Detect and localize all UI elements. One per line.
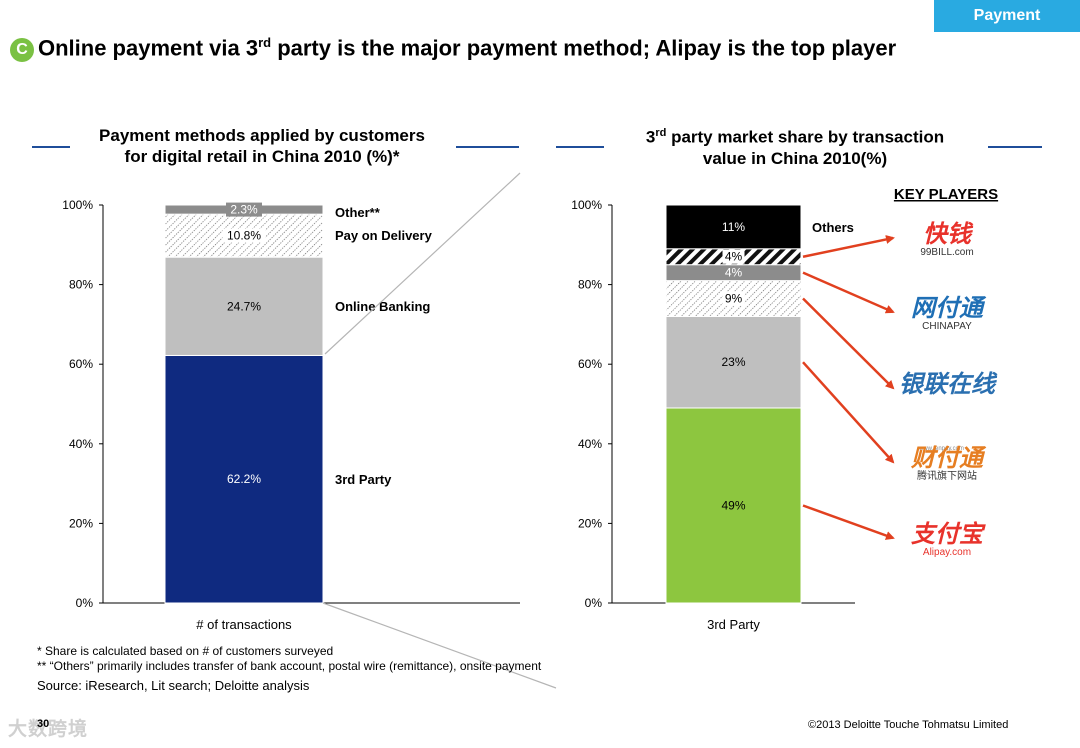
data-label: 4% (725, 266, 743, 280)
left-chart-title: Payment methods applied by customers for… (99, 126, 425, 166)
data-label: 62.2% (227, 472, 261, 486)
player-arrow (802, 361, 895, 464)
data-label: 10.8% (227, 229, 261, 243)
key-players-heading: KEY PLAYERS (894, 186, 998, 203)
right-title-rule-right (988, 146, 1042, 148)
y-tick-label: 100% (571, 198, 602, 212)
connector-line-top (324, 172, 521, 355)
logo-mark: 财付通 (910, 445, 987, 472)
data-label-bg (722, 265, 745, 280)
section-tag: Payment (934, 0, 1080, 32)
data-label: 9% (725, 292, 743, 306)
logo-subtext: Alipay.com (923, 547, 971, 558)
player-arrow (802, 235, 895, 258)
y-tick-label: 0% (76, 596, 94, 610)
source-note: Source: iResearch, Lit search; Deloitte … (37, 678, 310, 693)
right-chart-title: 3rd party market share by transaction va… (645, 127, 945, 168)
y-tick-label: 0% (585, 596, 603, 610)
footnote-2: ** “Others” primarily includes transfer … (37, 659, 542, 673)
data-label-bg (722, 249, 745, 264)
left-chart: 0% 20% 40% 60% 80% 100% 62.2% 3rd Party 24.7% Onl… (62, 172, 557, 689)
footnote-1: * Share is calculated based on # of cust… (37, 644, 334, 658)
y-tick-label: 20% (578, 516, 602, 530)
series-name: Online Banking (335, 299, 430, 314)
copyright: ©2013 Deloitte Touche Tohmatsu Limited (808, 719, 1009, 731)
logo-subtext: CHINAPAY (922, 321, 972, 332)
x-category-label: # of transactions (196, 617, 292, 632)
bar-segment (164, 213, 324, 258)
y-tick-label: 60% (578, 357, 602, 371)
bar-segment (665, 407, 802, 604)
bar-segment (665, 204, 802, 250)
logo-mark: 银联在线 (899, 371, 998, 398)
y-tick-label: 80% (69, 278, 93, 292)
y-tick-label: 60% (69, 357, 93, 371)
right-chart: 0% 20% 40% 60% 80% 100% 49% 23% 9% 4% 4% 11% Others 3… (571, 198, 855, 632)
x-category-label: 3rd Party (707, 617, 760, 632)
watermark: 大数跨境 (8, 719, 89, 740)
data-label: 24.7% (227, 299, 261, 313)
y-tick-label: 40% (69, 437, 93, 451)
player-arrow (802, 297, 895, 390)
player-arrow (802, 271, 895, 314)
series-name: Other** (335, 205, 381, 220)
logo-subtext: 99BILL.com (920, 247, 973, 258)
y-tick-label: 100% (62, 198, 93, 212)
y-tick-label: 80% (578, 278, 602, 292)
logo-mark: 网付通 (911, 295, 987, 322)
data-label: 4% (725, 250, 743, 264)
connector-line-bottom (322, 602, 557, 689)
data-label-bg (226, 202, 262, 217)
player-arrow (802, 504, 895, 540)
data-label: 11% (722, 220, 745, 234)
data-label-bg (222, 228, 266, 243)
y-tick-label: 20% (69, 516, 93, 530)
y-tick-label: 40% (578, 437, 602, 451)
series-name: Others (812, 220, 854, 235)
logo-subtext: 腾讯旗下网站 (917, 469, 977, 482)
logo-top-text: www.tenpay.com (918, 446, 964, 452)
data-label: 2.3% (230, 203, 258, 217)
logo-mark: 快钱 (923, 221, 974, 248)
data-label: 49% (721, 498, 745, 512)
bar-segment (164, 256, 324, 356)
page-number: 30 (37, 718, 50, 730)
right-title-rule-left (556, 146, 604, 148)
left-title-rule-left (32, 146, 70, 148)
data-label: 23% (721, 355, 745, 369)
logo-mark: 支付宝 (911, 521, 986, 548)
bar-segment (164, 354, 324, 604)
left-title-rule-right (456, 146, 519, 148)
series-name: Pay on Delivery (335, 228, 433, 243)
page-title: Online payment via 3rd party is the majo… (38, 35, 897, 61)
section-badge: C (10, 38, 34, 62)
series-name: 3rd Party (335, 472, 392, 487)
data-label-bg (722, 291, 745, 306)
